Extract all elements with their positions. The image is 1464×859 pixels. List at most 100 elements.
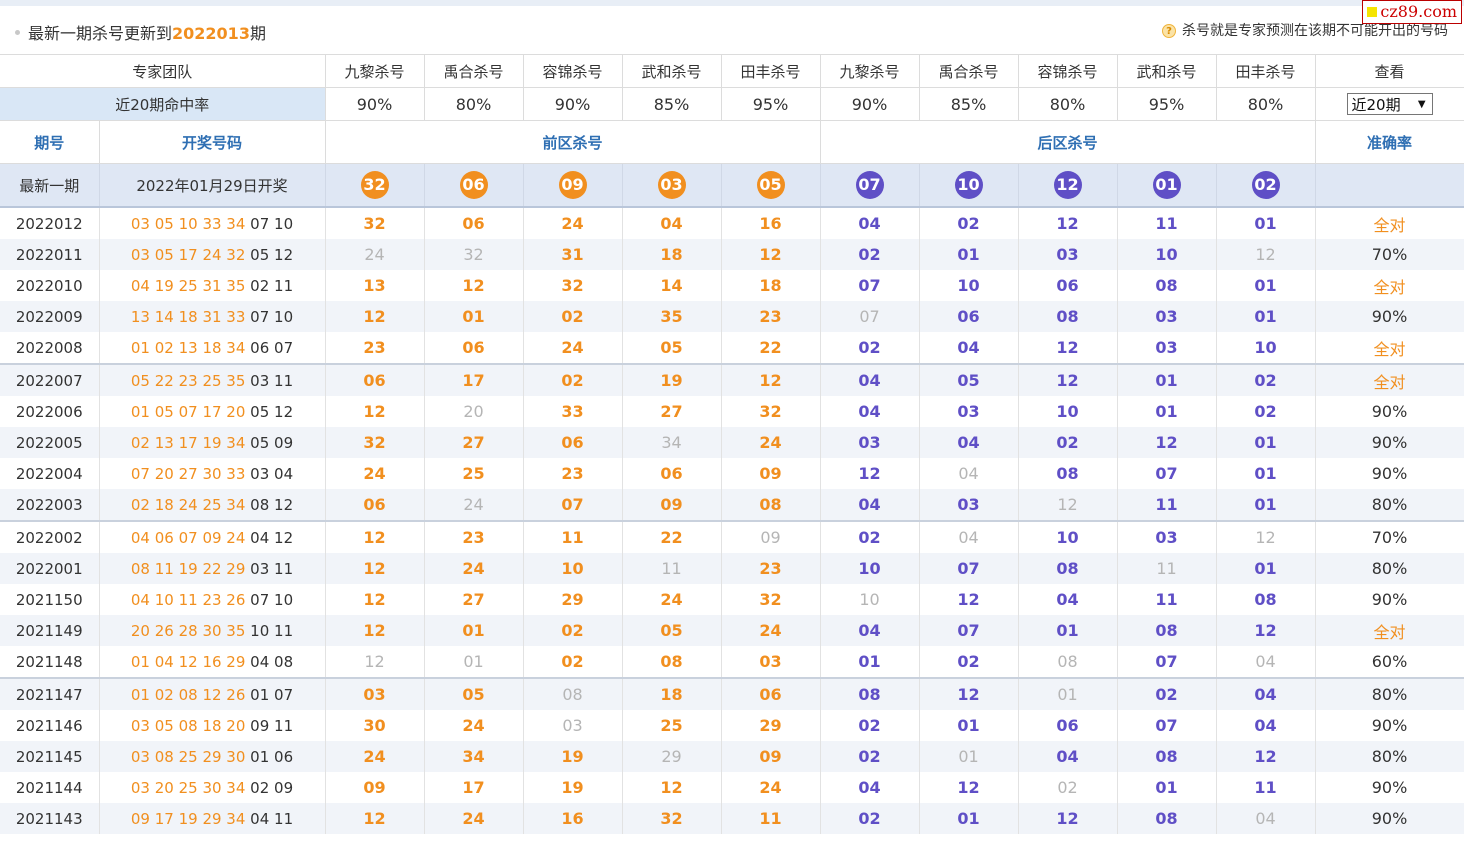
table-row: 2022006 01 05 07 17 20 05 12 12 20 33 27 32 04 0… [0, 396, 1464, 427]
issue-cell: 2022010 [0, 270, 100, 301]
draw-front-numbers: 03 05 10 33 34 [130, 214, 246, 233]
back-kill-cell: 08 [1018, 553, 1118, 584]
back-kill-number: 04 [1255, 652, 1276, 671]
back-kill-number: 08 [1155, 809, 1178, 828]
back-kill-cell: 10 [820, 584, 920, 615]
back-kill-number: 08 [1056, 559, 1079, 578]
back-kill-cell: 04 [1216, 710, 1316, 741]
back-kill-number: 03 [1155, 338, 1178, 357]
back-kill-cell: 01 [1216, 427, 1316, 458]
front-kill-cell: 12 [721, 363, 821, 396]
front-kill-number: 06 [462, 214, 485, 233]
front-kill-cell: 32 [424, 239, 524, 270]
front-kill-number: 24 [561, 338, 584, 357]
hit-rate-label: 近20期命中率 [0, 87, 326, 121]
back-kill-number: 06 [957, 307, 980, 326]
draw-back-numbers: 09 11 [250, 716, 294, 735]
back-kill-number: 08 [1056, 464, 1079, 483]
front-kill-cell: 12 [325, 396, 425, 427]
draw-back-numbers: 02 11 [250, 276, 294, 295]
front-kill-cell: 12 [325, 520, 425, 553]
front-kill-cell: 12 [424, 270, 524, 301]
draw-numbers-cell: 01 02 13 18 34 06 07 [99, 332, 326, 364]
back-kill-ball: 02 [1251, 171, 1280, 199]
back-kill-number: 12 [1056, 371, 1079, 390]
front-kill-number: 12 [364, 652, 385, 671]
accuracy-cell: 90% [1315, 301, 1464, 332]
front-kill-cell: 25 [424, 458, 524, 489]
section-header-row: 期号 开奖号码 前区杀号 后区杀号 准确率 [0, 120, 1464, 164]
front-kill-cell: 22 [721, 332, 821, 364]
front-kill-cell: 18 [622, 677, 722, 710]
front-kill-number: 34 [661, 433, 682, 452]
question-icon[interactable]: ? [1162, 24, 1176, 38]
back-kill-number: 04 [1056, 590, 1079, 609]
draw-back-numbers: 04 11 [250, 809, 294, 828]
front-kill-number: 06 [363, 495, 386, 514]
draw-front-numbers: 03 05 08 18 20 [130, 716, 246, 735]
front-kill-cell: 12 [325, 301, 425, 332]
draw-numbers-cell: 01 04 12 16 29 04 08 [99, 646, 326, 678]
back-kill-number: 07 [957, 621, 980, 640]
back-kill-cell: 04 [1216, 646, 1316, 678]
expert-name: 容锦杀号 [523, 54, 623, 88]
front-kill-cell: 32 [325, 427, 425, 458]
accuracy-cell: 90% [1315, 584, 1464, 615]
hit-rate: 90% [523, 87, 623, 121]
hit-rate: 95% [1117, 87, 1217, 121]
back-kill-number: 08 [858, 685, 881, 704]
front-kill-cell: 06 [325, 489, 425, 521]
back-kill-cell: 03 [1117, 301, 1217, 332]
back-kill-cell: 12 [1018, 207, 1118, 239]
draw-back-numbers: 08 12 [250, 495, 294, 514]
draw-numbers-cell: 20 26 28 30 35 10 11 [99, 615, 326, 646]
draw-numbers-cell: 01 02 08 12 26 01 07 [99, 677, 326, 710]
back-kill-cell: 12 [1216, 615, 1316, 646]
front-kill-cell: 34 [622, 427, 722, 458]
table-body: 专家团队 九黎杀号 禹合杀号 容锦杀号 武和杀号 田丰杀号 九黎杀号 禹合杀号 … [0, 54, 1464, 834]
front-kill-cell: 16 [721, 207, 821, 239]
back-kill-number: 10 [1254, 338, 1277, 357]
front-kill-cell: 24 [424, 553, 524, 584]
draw-back-numbers: 07 10 [250, 214, 294, 233]
front-kill-number: 34 [462, 747, 485, 766]
back-kill-number: 03 [957, 402, 980, 421]
back-kill-number: 07 [1155, 464, 1178, 483]
front-kill-cell: 12 [721, 239, 821, 270]
back-kill-number: 03 [1056, 245, 1079, 264]
front-kill-number: 19 [561, 747, 584, 766]
back-kill-number: 03 [957, 495, 980, 514]
front-kill-number: 04 [660, 214, 683, 233]
front-kill-cell: 30 [325, 710, 425, 741]
hit-rate: 85% [919, 87, 1019, 121]
latest-accuracy [1315, 163, 1464, 208]
front-kill-cell: 32 [721, 584, 821, 615]
draw-numbers-cell: 04 06 07 09 24 04 12 [99, 520, 326, 553]
back-kill-number: 07 [858, 276, 881, 295]
back-kill-cell: 12 [919, 584, 1019, 615]
back-kill-number: 08 [1155, 276, 1178, 295]
back-kill-ball: 01 [1152, 171, 1181, 199]
draw-back-numbers: 01 07 [250, 685, 294, 704]
hit-rate: 90% [325, 87, 425, 121]
front-kill-number: 11 [661, 559, 682, 578]
front-kill-cell: 08 [622, 646, 722, 678]
back-kill-number: 10 [1056, 528, 1079, 547]
back-kill-number: 01 [1254, 276, 1277, 295]
draw-back-numbers: 03 04 [250, 464, 294, 483]
front-kill-number: 19 [561, 778, 584, 797]
back-kill-number: 02 [858, 716, 881, 735]
back-kill-cell: 07 [820, 301, 920, 332]
back-kill-number: 11 [1155, 214, 1178, 233]
table-row: 2022002 04 06 07 09 24 04 12 12 23 11 22 09 02 0… [0, 520, 1464, 553]
draw-front-numbers: 04 10 11 23 26 [130, 590, 246, 609]
draw-numbers-cell: 03 05 08 18 20 09 11 [99, 710, 326, 741]
draw-back-numbers: 07 10 [250, 307, 294, 326]
front-kill-cell: 24 [424, 710, 524, 741]
front-kill-cell: 23 [721, 553, 821, 584]
front-kill-number: 29 [661, 747, 682, 766]
period-select[interactable]: 近20期 ▼ [1346, 93, 1433, 115]
back-kill-cell: 01 [919, 239, 1019, 270]
back-kill-cell: 05 [919, 363, 1019, 396]
front-kill-number: 18 [759, 276, 782, 295]
